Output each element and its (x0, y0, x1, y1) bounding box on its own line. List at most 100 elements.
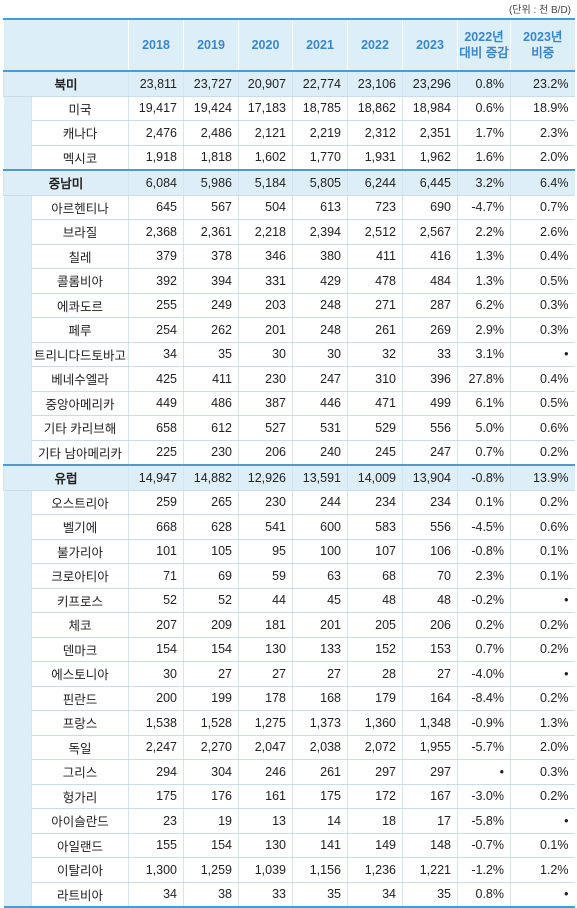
country-value: 0.6% (457, 96, 511, 121)
country-value: 18,785 (292, 96, 348, 121)
country-value: 248 (292, 317, 348, 343)
country-row: 키프로스 52 52 44 45 48 48 -0.2% • (3, 588, 575, 613)
country-value: 2.2% (457, 219, 511, 245)
country-row: 아이슬란드 23 19 13 14 18 17 -5.8% • (3, 808, 575, 834)
country-value: -8.4% (457, 686, 511, 711)
country-value: 265 (183, 490, 239, 515)
region-name: 북미 (3, 70, 129, 97)
country-value: 27 (238, 661, 293, 687)
country-value: 392 (128, 268, 184, 294)
country-value: 1,236 (347, 857, 403, 883)
country-value: 176 (183, 784, 239, 809)
country-row: 헝가리 175 176 161 175 172 167 -3.0% 0.2% (3, 784, 575, 809)
country-value: 310 (347, 366, 403, 392)
country-value: 529 (347, 415, 403, 441)
country-value: 32 (347, 342, 403, 367)
country-value: 0.1% (510, 833, 575, 858)
country-value: 261 (347, 317, 403, 343)
country-name: 기타 남아메리카 (31, 440, 129, 466)
country-value: -4.5% (457, 514, 511, 540)
indent-strip (3, 563, 32, 588)
country-value: 259 (128, 490, 184, 515)
country-name: 아이슬란드 (31, 808, 129, 834)
country-value: 1,300 (128, 857, 184, 883)
country-value: 2,312 (347, 120, 403, 146)
country-value: 262 (183, 317, 239, 343)
indent-strip (3, 145, 32, 170)
country-value: 71 (128, 563, 184, 589)
country-name: 오스트리아 (31, 490, 129, 515)
country-value: 645 (128, 195, 184, 220)
country-value: 556 (402, 415, 458, 441)
country-value: 130 (238, 637, 293, 662)
indent-strip (3, 661, 32, 686)
country-value: 484 (402, 268, 458, 294)
unit-note: (단위 : 천 B/D) (508, 5, 571, 16)
country-value: 297 (402, 759, 458, 785)
indent-strip (3, 735, 32, 760)
indent-strip (3, 415, 32, 440)
country-value: 0.2% (510, 612, 575, 638)
country-value: 95 (238, 539, 293, 564)
indent-strip (3, 710, 32, 735)
country-value: 531 (292, 415, 348, 441)
country-value: 230 (183, 440, 239, 466)
country-value: 2,567 (402, 219, 458, 245)
country-value: 2,038 (292, 735, 348, 760)
country-value: 396 (402, 366, 458, 392)
country-value: 201 (238, 317, 293, 343)
header-cell: 2021 (292, 18, 348, 72)
indent-strip (3, 539, 32, 564)
country-value: 449 (128, 391, 184, 416)
indent-strip (3, 612, 32, 637)
region-value: 5,805 (292, 169, 348, 196)
country-value: 2,047 (238, 735, 293, 760)
country-value: 668 (128, 514, 184, 540)
country-value: 248 (292, 293, 348, 318)
country-value: 411 (183, 366, 239, 392)
country-value: 230 (238, 490, 293, 515)
country-value: 35 (292, 882, 348, 908)
header-row: 2018 2019 2020 2021 2022 2023 2022년 대비 증감 2023년 비… (3, 18, 575, 72)
country-value: 331 (238, 268, 293, 294)
country-value: • (510, 661, 575, 687)
country-value: 59 (238, 563, 293, 589)
country-value: 48 (402, 588, 458, 613)
country-value: 154 (183, 637, 239, 662)
country-value: 107 (347, 539, 403, 564)
country-row: 아르헨티나 645 567 504 613 723 690 -4.7% 0.7% (3, 195, 575, 220)
country-value: 5.0% (457, 415, 511, 441)
country-value: 2,512 (347, 219, 403, 245)
country-value: 1,528 (183, 710, 239, 736)
country-value: 0.5% (510, 268, 575, 294)
indent-strip (3, 96, 32, 121)
country-value: 2,394 (292, 219, 348, 245)
indent-strip (3, 784, 32, 809)
region-value: 14,947 (128, 464, 184, 491)
country-value: 0.4% (510, 244, 575, 269)
country-value: -0.2% (457, 588, 511, 613)
country-value: 600 (292, 514, 348, 540)
country-row: 기타 남아메리카 225 230 206 240 245 247 0.7% 0.2% (3, 440, 575, 466)
header-cell: 2023 (402, 18, 458, 72)
country-value: 1,348 (402, 710, 458, 736)
country-row: 에콰도르 255 249 203 248 271 287 6.2% 0.3% (3, 293, 575, 318)
country-value: 429 (292, 268, 348, 294)
country-name: 프랑스 (31, 710, 129, 736)
country-value: 161 (238, 784, 293, 809)
country-value: 234 (402, 490, 458, 515)
country-value: 149 (347, 833, 403, 858)
indent-strip (3, 268, 32, 293)
country-row: 라트비아 34 38 33 35 34 35 0.8% • (3, 882, 575, 908)
header-cell: 2018 (128, 18, 184, 72)
region-value: 23,296 (402, 70, 458, 97)
country-value: 0.2% (510, 490, 575, 515)
region-value: 20,907 (238, 70, 293, 97)
country-value: 35 (183, 342, 239, 367)
country-value: 35 (402, 882, 458, 908)
indent-strip (3, 490, 32, 515)
country-value: 30 (292, 342, 348, 367)
region-value: -0.8% (457, 464, 511, 491)
region-name: 중남미 (3, 169, 129, 196)
